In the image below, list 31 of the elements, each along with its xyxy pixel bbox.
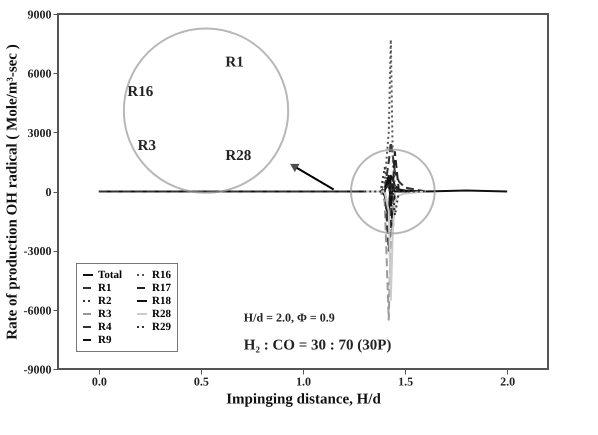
annotation: R1: [225, 54, 244, 70]
legend-label: R4: [98, 321, 112, 333]
x-tick-label: 1.5: [398, 374, 414, 388]
legend-label: R29: [152, 321, 172, 333]
y-axis-title: Rate of production OH radical ( Mole/m³-sec ): [4, 44, 21, 340]
annotation: R3: [138, 138, 156, 154]
x-tick-label: 0.0: [92, 374, 107, 388]
annotation: R28: [225, 148, 252, 164]
legend-label: Total: [98, 269, 122, 281]
x-tick-label: 1.0: [296, 374, 311, 388]
y-tick-label: -3000: [24, 244, 52, 258]
legend-label: R2: [98, 295, 112, 307]
legend-label: R9: [98, 334, 112, 346]
y-tick-label: 0: [46, 185, 52, 199]
x-tick-label: 0.5: [194, 374, 209, 388]
annotation: H₂ : CO = 30 : 70 (30P): [244, 337, 392, 354]
legend-label: R3: [98, 308, 112, 320]
legend-label: R1: [98, 282, 112, 294]
x-tick-label: 2.0: [500, 374, 516, 388]
legend-label: R17: [152, 282, 172, 294]
y-tick-label: 3000: [28, 126, 52, 140]
annotation: R16: [127, 84, 154, 100]
y-tick-label: -9000: [24, 362, 52, 376]
y-tick-label: -6000: [24, 303, 52, 318]
x-axis-title: Impinging distance, H/d: [226, 392, 382, 408]
legend-label: R16: [152, 269, 172, 281]
y-tick-label: 6000: [28, 66, 52, 81]
legend-label: R18: [152, 295, 172, 307]
legend-label: R28: [152, 308, 172, 320]
annotation: H/d = 2.0, Φ = 0.9: [244, 310, 335, 325]
y-tick-label: 9000: [28, 8, 52, 22]
